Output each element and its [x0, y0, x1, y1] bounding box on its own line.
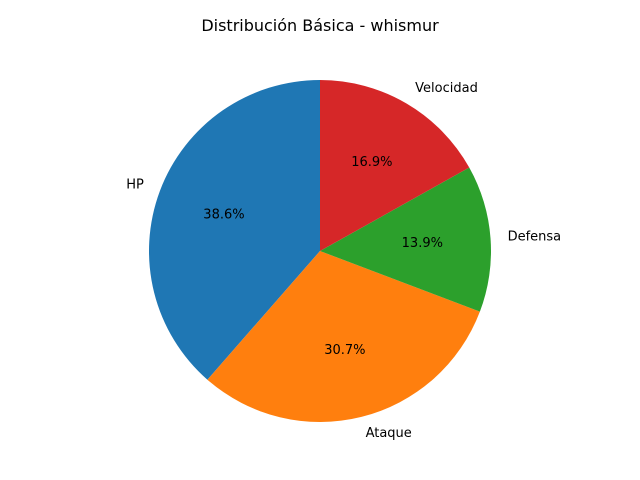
- pie-labels: HP 38.6% Ataque 30.7% Defensa 13.9% Velocidad 1…: [126, 81, 561, 441]
- slice-label-ataque: Ataque: [366, 426, 412, 441]
- slice-label-hp: HP: [126, 177, 144, 192]
- slice-percent-velocidad: 16.9%: [351, 155, 392, 170]
- slice-label-defensa: Defensa: [508, 230, 562, 245]
- pie-slice-hp: [149, 80, 320, 380]
- pie-slice-defensa: [320, 167, 491, 312]
- slice-percent-defensa: 13.9%: [402, 236, 443, 251]
- chart-title: Distribución Básica - whismur: [201, 16, 439, 35]
- pie-slices: [149, 80, 491, 423]
- pie-slice-ataque: [207, 251, 480, 423]
- slice-percent-hp: 38.6%: [203, 207, 244, 222]
- slice-percent-ataque: 30.7%: [324, 343, 365, 358]
- slice-label-velocidad: Velocidad: [415, 81, 478, 96]
- pie-slice-velocidad: [320, 80, 470, 251]
